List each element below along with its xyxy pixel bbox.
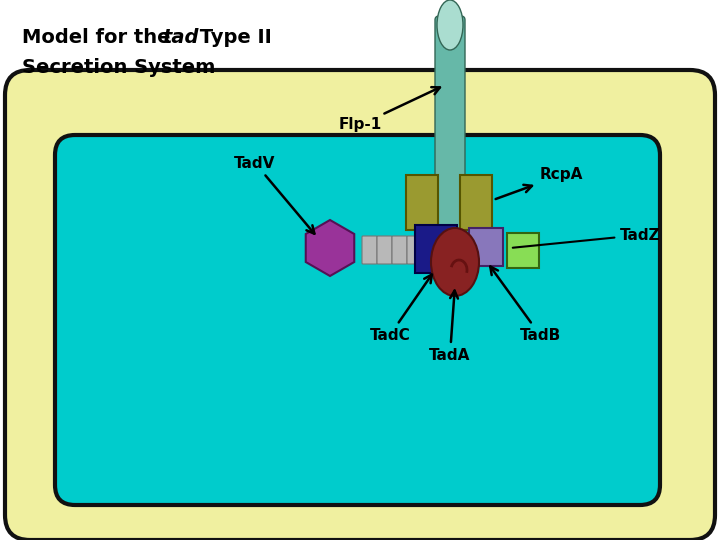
Bar [507, 233, 539, 268]
FancyBboxPatch shape [5, 70, 715, 540]
Text: TadV: TadV [234, 156, 315, 234]
FancyBboxPatch shape [435, 16, 465, 229]
Text: Model for the: Model for the [22, 28, 177, 47]
FancyBboxPatch shape [407, 236, 422, 264]
FancyBboxPatch shape [362, 236, 377, 264]
Text: tad: tad [162, 28, 199, 47]
Text: TadA: TadA [429, 291, 471, 362]
Bar [406, 175, 438, 230]
FancyBboxPatch shape [422, 236, 437, 264]
Text: TadC: TadC [369, 274, 432, 342]
Polygon shape [306, 220, 354, 276]
Ellipse shape [431, 228, 479, 296]
Text: RcpA: RcpA [495, 167, 583, 199]
Text: Flp-1: Flp-1 [338, 87, 440, 132]
FancyBboxPatch shape [392, 236, 407, 264]
Bar [469, 228, 503, 266]
Text: Secretion System: Secretion System [22, 58, 215, 77]
Bar [460, 175, 492, 230]
FancyBboxPatch shape [377, 236, 392, 264]
Text: TadB: TadB [490, 267, 561, 342]
Ellipse shape [437, 0, 463, 50]
Bar [415, 225, 457, 273]
FancyBboxPatch shape [55, 135, 660, 505]
Text: Type II: Type II [193, 28, 271, 47]
Text: TadZ: TadZ [513, 227, 661, 248]
